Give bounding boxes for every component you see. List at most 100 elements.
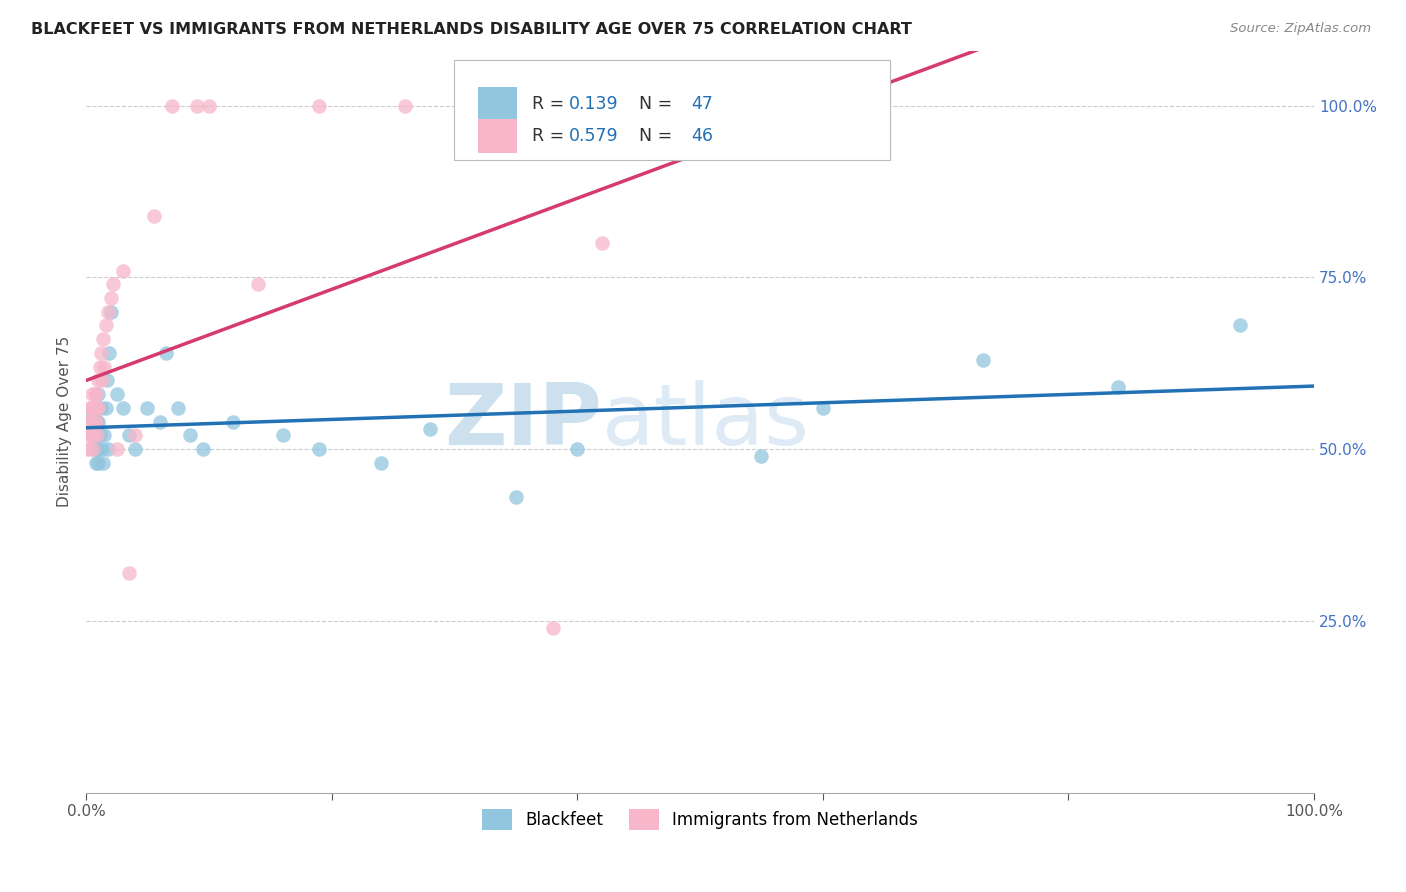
Point xyxy=(82,401,104,415)
Point xyxy=(83,415,105,429)
Point xyxy=(91,442,114,457)
Point xyxy=(419,421,441,435)
Point xyxy=(179,428,201,442)
Point xyxy=(394,98,416,112)
Text: 47: 47 xyxy=(692,95,713,113)
Point xyxy=(82,428,104,442)
Point xyxy=(80,401,103,415)
Point xyxy=(90,401,112,415)
Text: atlas: atlas xyxy=(602,380,810,463)
Point xyxy=(972,352,994,367)
Point xyxy=(83,387,105,401)
Point xyxy=(86,415,108,429)
Point xyxy=(94,401,117,415)
Text: 46: 46 xyxy=(692,127,713,145)
Point xyxy=(87,401,110,415)
Point xyxy=(811,401,834,415)
Text: 0.139: 0.139 xyxy=(568,95,619,113)
Point xyxy=(80,428,103,442)
Point xyxy=(77,428,100,442)
Point xyxy=(84,428,107,442)
Point xyxy=(100,304,122,318)
Point xyxy=(83,401,105,415)
Point xyxy=(91,374,114,388)
Point xyxy=(124,442,146,457)
Point xyxy=(246,277,269,292)
Point xyxy=(87,442,110,457)
Legend: Blackfeet, Immigrants from Netherlands: Blackfeet, Immigrants from Netherlands xyxy=(475,803,925,837)
Point xyxy=(142,209,165,223)
Bar xyxy=(478,87,517,121)
Point xyxy=(505,490,527,504)
Point xyxy=(160,98,183,112)
Point xyxy=(79,442,101,457)
Point xyxy=(87,387,110,401)
Point xyxy=(89,428,111,442)
Point xyxy=(91,456,114,470)
Point xyxy=(80,408,103,422)
Point xyxy=(93,428,115,442)
Text: R =: R = xyxy=(531,95,569,113)
Point xyxy=(155,346,177,360)
FancyBboxPatch shape xyxy=(454,60,890,160)
Point xyxy=(492,98,515,112)
Text: N =: N = xyxy=(627,127,678,145)
Point xyxy=(96,374,118,388)
Point xyxy=(86,428,108,442)
Point xyxy=(87,374,110,388)
Point xyxy=(82,428,104,442)
Point xyxy=(118,428,141,442)
Point xyxy=(191,442,214,457)
Point xyxy=(79,415,101,429)
Point xyxy=(77,415,100,429)
Point xyxy=(82,428,104,442)
Point xyxy=(97,304,120,318)
Point xyxy=(87,456,110,470)
Text: BLACKFEET VS IMMIGRANTS FROM NETHERLANDS DISABILITY AGE OVER 75 CORRELATION CHAR: BLACKFEET VS IMMIGRANTS FROM NETHERLANDS… xyxy=(31,22,912,37)
Point xyxy=(76,442,98,457)
Point xyxy=(82,428,104,442)
Point xyxy=(93,359,115,374)
Point xyxy=(136,401,159,415)
Point xyxy=(83,442,105,457)
Point xyxy=(308,98,330,112)
Point xyxy=(149,415,172,429)
Point xyxy=(91,332,114,346)
Point xyxy=(222,415,245,429)
Point xyxy=(94,318,117,333)
Point xyxy=(105,387,128,401)
Point xyxy=(198,98,221,112)
Point xyxy=(89,359,111,374)
Point xyxy=(541,621,564,635)
Point xyxy=(308,442,330,457)
Point xyxy=(97,442,120,457)
Point xyxy=(87,415,110,429)
Point xyxy=(124,428,146,442)
Point xyxy=(100,291,122,305)
Point xyxy=(1229,318,1251,333)
Point xyxy=(83,415,105,429)
Point xyxy=(118,566,141,580)
Point xyxy=(105,442,128,457)
Point xyxy=(82,442,104,457)
Text: Source: ZipAtlas.com: Source: ZipAtlas.com xyxy=(1230,22,1371,36)
Y-axis label: Disability Age Over 75: Disability Age Over 75 xyxy=(58,336,72,508)
Point xyxy=(271,428,294,442)
Point xyxy=(79,401,101,415)
Point xyxy=(84,387,107,401)
Point xyxy=(1107,380,1129,394)
Point xyxy=(111,263,134,277)
Point xyxy=(98,346,121,360)
Point xyxy=(82,401,104,415)
Point xyxy=(186,98,208,112)
Point xyxy=(84,456,107,470)
Point xyxy=(567,442,589,457)
Point xyxy=(167,401,190,415)
Text: N =: N = xyxy=(627,95,678,113)
Text: 0.579: 0.579 xyxy=(568,127,619,145)
Text: R =: R = xyxy=(531,127,569,145)
Point xyxy=(111,401,134,415)
Point xyxy=(87,401,110,415)
Point xyxy=(591,235,613,250)
Point xyxy=(90,346,112,360)
